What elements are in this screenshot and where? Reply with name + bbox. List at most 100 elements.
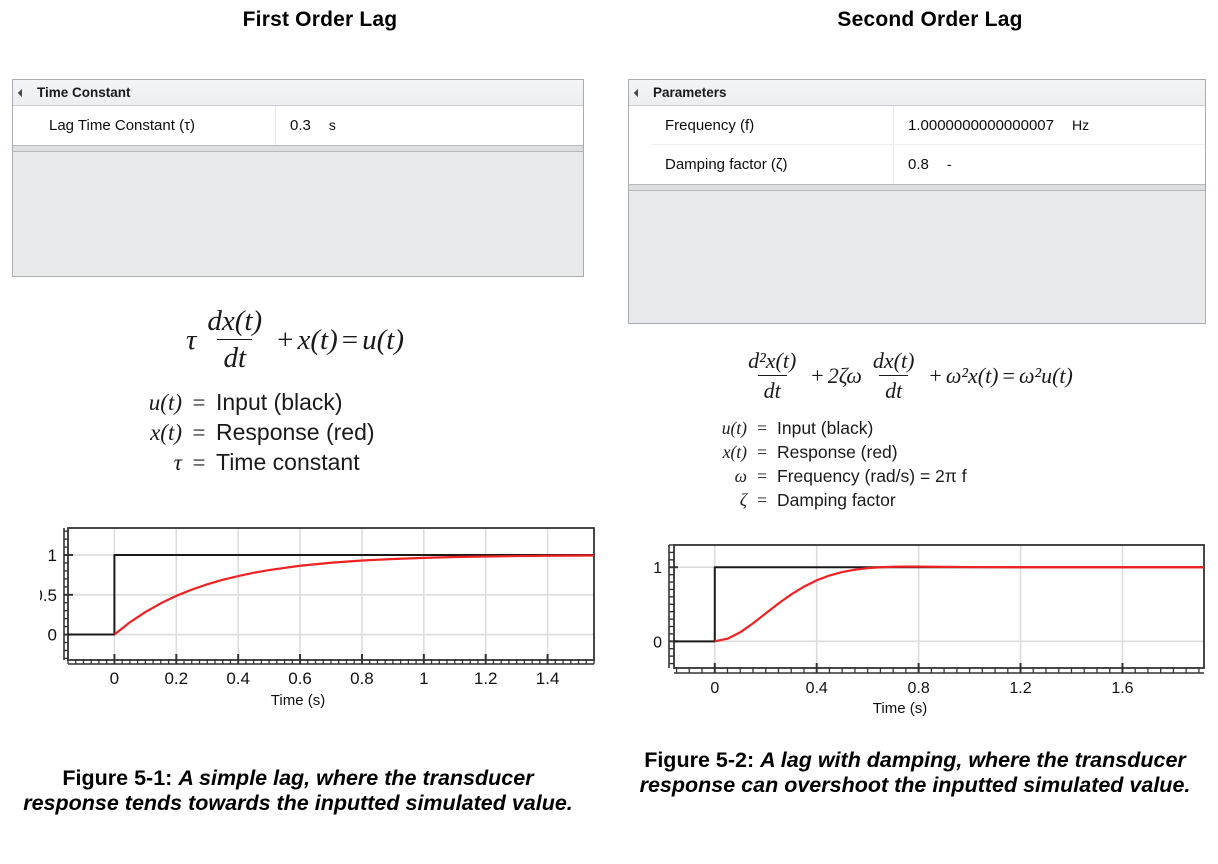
- svg-text:0.5: 0.5: [40, 586, 57, 605]
- property-name: Damping factor (ζ): [665, 156, 788, 173]
- second-order-step-response-chart: 0 1 0 0.4 0.8 1.2 1.6 Time (s): [650, 535, 1210, 725]
- property-grid: Lag Time Constant (τ) 0.3 s: [13, 106, 583, 145]
- eq-equals: =: [341, 323, 359, 356]
- property-value-cell[interactable]: 0.3 s: [276, 117, 583, 134]
- legend-text: Response (red): [216, 419, 375, 445]
- svg-text:0: 0: [110, 669, 119, 688]
- legend-equals: =: [192, 450, 206, 475]
- legend-text: Input (black): [216, 389, 343, 415]
- column-divider: [893, 106, 894, 144]
- legend-text: Response (red): [777, 442, 898, 462]
- svg-text:1.2: 1.2: [474, 669, 498, 688]
- triangle-collapse-icon[interactable]: [633, 88, 643, 97]
- svg-text:0.6: 0.6: [288, 669, 312, 688]
- figure-number: Figure 5-2:: [644, 748, 755, 772]
- table-row[interactable]: Damping factor (ζ) 0.8 -: [651, 145, 1205, 184]
- figure-caption-text: A lag with damping, where the transducer…: [639, 748, 1191, 798]
- eq-damping-term: 2ζω: [827, 363, 862, 388]
- legend-text: Frequency (rad/s) = 2π f: [777, 466, 967, 486]
- first-order-step-response-chart: 0 0.5 1 0 0.2 0.4 0.6 0.8 1 1.2 1.4 Time (s): [40, 520, 600, 715]
- legend-text: Input (black): [777, 418, 874, 438]
- x-axis-label-left: Time (s): [270, 692, 326, 709]
- triangle-collapse-icon[interactable]: [17, 88, 27, 97]
- legend-row: u(t) = Input (black): [685, 418, 1155, 439]
- eq-plus: +: [277, 323, 294, 356]
- property-grid: Frequency (f) 1.0000000000000007 Hz Damp…: [629, 106, 1205, 184]
- table-row[interactable]: Frequency (f) 1.0000000000000007 Hz: [651, 106, 1205, 145]
- figure-number: Figure 5-1:: [62, 766, 173, 790]
- property-value-cell[interactable]: 1.0000000000000007 Hz: [894, 117, 1205, 134]
- legend-symbol: ζ: [739, 490, 747, 510]
- eq-denominator: dt: [879, 375, 909, 404]
- parameters-panel: Parameters Frequency (f) 1.0000000000000…: [628, 79, 1206, 324]
- figure-caption-text: A simple lag, where the transducer respo…: [23, 766, 573, 816]
- svg-text:1: 1: [48, 546, 57, 565]
- legend-equals: =: [757, 466, 767, 486]
- first-order-symbol-legend: u(t) = Input (black) x(t) = Response (re…: [106, 389, 530, 476]
- property-unit: s: [328, 117, 336, 133]
- legend-row: x(t) = Response (red): [685, 442, 1155, 463]
- svg-text:1: 1: [419, 669, 428, 688]
- panel-header-parameters[interactable]: Parameters: [629, 80, 1205, 106]
- legend-symbol: x(t): [722, 442, 747, 462]
- legend-row: u(t) = Input (black): [106, 389, 530, 416]
- property-value[interactable]: 0.8: [908, 156, 929, 173]
- legend-row: ζ = Damping factor: [685, 490, 1155, 511]
- property-value-cell[interactable]: 0.8 -: [894, 156, 1205, 173]
- figure-caption-left: Figure 5-1: A simple lag, where the tran…: [18, 766, 578, 817]
- legend-equals: =: [757, 442, 767, 462]
- first-order-differential-equation: τ dx(t) dt + x(t) = u(t): [60, 305, 530, 375]
- eq-numerator: dx(t): [872, 348, 915, 373]
- eq-plus: +: [811, 363, 824, 388]
- property-name: Frequency (f): [665, 116, 755, 134]
- legend-row: x(t) = Response (red): [106, 419, 530, 446]
- legend-symbol: x(t): [150, 420, 182, 445]
- eq-numerator: dx(t): [207, 305, 263, 337]
- svg-text:1: 1: [653, 560, 662, 577]
- panel-splitter[interactable]: [13, 145, 583, 152]
- legend-symbol: ω: [734, 466, 747, 486]
- column-divider: [893, 145, 894, 184]
- svg-text:0: 0: [48, 626, 57, 645]
- svg-text:0.8: 0.8: [907, 680, 929, 697]
- legend-symbol: u(t): [148, 390, 182, 415]
- panel-splitter[interactable]: [629, 184, 1205, 191]
- eq-fraction: dx(t) dt: [201, 305, 268, 375]
- legend-equals: =: [192, 390, 206, 415]
- panel-empty-area: [629, 191, 1205, 323]
- property-row[interactable]: Lag Time Constant (τ) 0.3 s: [35, 106, 583, 145]
- panel-empty-area: [13, 152, 583, 276]
- eq-plus-2: +: [929, 363, 942, 388]
- property-value[interactable]: 1.0000000000000007: [908, 116, 1054, 134]
- legend-text: Damping factor: [777, 490, 896, 510]
- property-unit: Hz: [1072, 116, 1090, 133]
- x-axis-label-right: Time (s): [872, 700, 928, 717]
- eq-omega-sq-u: ω²u(t): [1018, 363, 1073, 388]
- first-order-equation-block: τ dx(t) dt + x(t) = u(t) u(t) = Input (b…: [60, 305, 530, 476]
- svg-text:1.6: 1.6: [1111, 680, 1133, 697]
- eq-omega-sq-x: ω²x(t): [945, 363, 999, 388]
- column-divider: [275, 106, 276, 145]
- svg-text:0.4: 0.4: [226, 669, 250, 688]
- property-value[interactable]: 0.3: [290, 117, 311, 134]
- panel-header-time-constant[interactable]: Time Constant: [13, 80, 583, 106]
- eq-fraction: d²x(t) dt: [742, 348, 802, 404]
- panel-header-label: Parameters: [653, 85, 727, 100]
- eq-ut: u(t): [362, 323, 404, 356]
- legend-symbol: u(t): [721, 418, 747, 438]
- second-order-equation-block: d²x(t) dt + 2ζω dx(t) dt + ω²x(t) = ω²u(…: [655, 348, 1155, 511]
- eq-numerator: d²x(t): [748, 348, 797, 373]
- second-order-symbol-legend: u(t) = Input (black) x(t) = Response (re…: [685, 418, 1155, 511]
- eq-xt: x(t): [297, 323, 338, 356]
- legend-row: τ = Time constant: [106, 449, 530, 476]
- svg-text:0.4: 0.4: [806, 680, 828, 697]
- eq-denominator: dt: [757, 375, 787, 404]
- eq-equals: =: [1002, 363, 1015, 388]
- chart-canvas: 0 0.5 1 0 0.2 0.4 0.6 0.8 1 1.2 1.4: [40, 527, 595, 688]
- chart-canvas: 0 1 0 0.4 0.8 1.2 1.6: [653, 544, 1205, 697]
- heading-second-order-lag: Second Order Lag: [837, 8, 1023, 31]
- legend-row: ω = Frequency (rad/s) = 2π f: [685, 466, 1155, 487]
- eq-tau: τ: [186, 323, 197, 356]
- panel-header-label: Time Constant: [37, 85, 131, 100]
